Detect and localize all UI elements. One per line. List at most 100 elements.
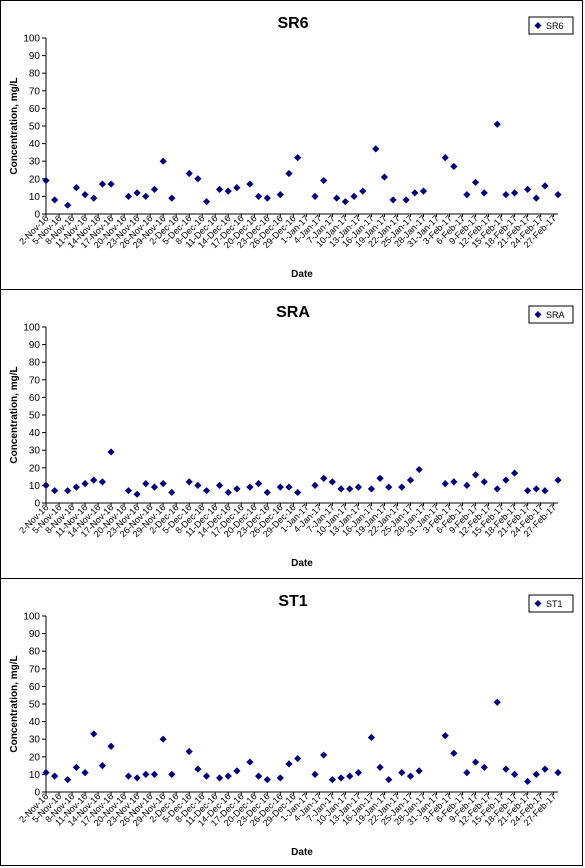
data-point xyxy=(51,196,59,204)
data-point xyxy=(215,185,224,193)
chart-title: SRA xyxy=(276,304,310,321)
data-point xyxy=(150,185,159,193)
data-point xyxy=(72,184,80,192)
data-point xyxy=(380,173,389,181)
data-point xyxy=(367,733,376,742)
data-point xyxy=(263,776,271,784)
data-point xyxy=(333,194,341,202)
series-sr6 xyxy=(42,120,562,209)
legend-marker-icon xyxy=(534,22,542,29)
y-tick-label: 60 xyxy=(29,393,41,404)
data-point xyxy=(359,187,367,195)
data-point xyxy=(511,469,519,477)
data-point xyxy=(159,480,167,488)
series-st1 xyxy=(42,698,562,786)
data-point xyxy=(224,488,232,497)
data-point xyxy=(98,180,107,188)
x-axis-title: Date xyxy=(291,558,313,569)
chart-svg-sr6: SR6 SR601020304050607080901002-Nov-165-No… xyxy=(9,15,574,280)
data-point xyxy=(81,480,89,488)
data-point xyxy=(107,448,115,456)
data-point xyxy=(385,776,393,784)
data-point xyxy=(276,774,284,782)
y-tick-label: 10 xyxy=(29,192,41,203)
data-point xyxy=(441,480,449,488)
data-point xyxy=(246,180,254,188)
legend-box xyxy=(528,305,574,324)
data-point xyxy=(124,772,133,780)
data-point xyxy=(320,751,328,759)
y-tick-label: 50 xyxy=(29,122,41,133)
data-point xyxy=(398,483,406,491)
y-tick-label: 60 xyxy=(29,682,41,693)
chart-title: SR6 xyxy=(277,15,308,32)
data-point xyxy=(142,192,150,200)
data-point xyxy=(255,192,263,200)
data-point xyxy=(168,488,176,497)
legend-box xyxy=(528,594,574,613)
data-point xyxy=(142,770,150,778)
data-point xyxy=(524,777,532,786)
data-point xyxy=(502,765,510,773)
data-point xyxy=(98,478,107,486)
legend-label: ST1 xyxy=(546,599,563,609)
data-point xyxy=(320,474,328,482)
data-point xyxy=(502,191,510,199)
data-point xyxy=(233,485,241,493)
data-point xyxy=(194,765,202,773)
data-point xyxy=(133,490,141,498)
y-tick-label: 100 xyxy=(23,323,40,334)
data-point xyxy=(541,182,549,190)
legend-box xyxy=(528,16,574,35)
chart-title: ST1 xyxy=(278,593,307,610)
data-point xyxy=(493,485,501,493)
data-point xyxy=(168,194,176,202)
data-point xyxy=(185,169,193,178)
data-point xyxy=(150,483,159,491)
data-point xyxy=(524,487,532,495)
data-point xyxy=(337,485,345,493)
y-tick-label: 30 xyxy=(29,157,41,168)
data-point xyxy=(415,465,423,474)
y-axis-title: Concentration, mg/L xyxy=(9,77,20,174)
data-point xyxy=(42,481,50,489)
legend-label: SR6 xyxy=(546,21,564,31)
legend-marker-icon xyxy=(534,600,542,607)
data-point xyxy=(72,763,80,771)
y-tick-label: 40 xyxy=(29,428,41,439)
data-point xyxy=(463,481,471,489)
data-point xyxy=(411,189,419,197)
data-point xyxy=(81,191,89,199)
data-point xyxy=(480,189,488,197)
data-point xyxy=(376,474,384,482)
data-point xyxy=(532,485,540,493)
data-point xyxy=(372,145,380,153)
y-tick-label: 20 xyxy=(29,463,41,474)
data-point xyxy=(463,191,471,199)
data-point xyxy=(124,192,133,200)
data-point xyxy=(159,157,167,165)
data-point xyxy=(124,487,133,495)
data-point xyxy=(194,175,202,183)
data-point xyxy=(554,191,562,199)
data-point xyxy=(320,176,328,185)
data-point xyxy=(341,198,349,206)
data-point xyxy=(389,196,397,204)
data-point xyxy=(246,758,254,766)
data-point xyxy=(202,487,211,495)
chart-panel-sr6: SR6 SR6 0 10 20 30 40 50 60 70 80 90 100 2-Nov-16 5-No… xyxy=(0,0,583,290)
data-point xyxy=(159,735,167,743)
series-sra xyxy=(42,448,562,498)
data-point xyxy=(311,770,319,778)
data-point xyxy=(81,769,89,777)
data-point xyxy=(168,770,176,778)
data-point xyxy=(480,478,488,486)
legend-marker-icon xyxy=(534,311,542,318)
data-point xyxy=(493,698,501,706)
data-point xyxy=(64,201,72,209)
legend: ST1 xyxy=(528,594,574,613)
y-tick-label: 80 xyxy=(29,358,41,369)
data-point xyxy=(194,481,202,489)
data-point xyxy=(463,769,471,777)
